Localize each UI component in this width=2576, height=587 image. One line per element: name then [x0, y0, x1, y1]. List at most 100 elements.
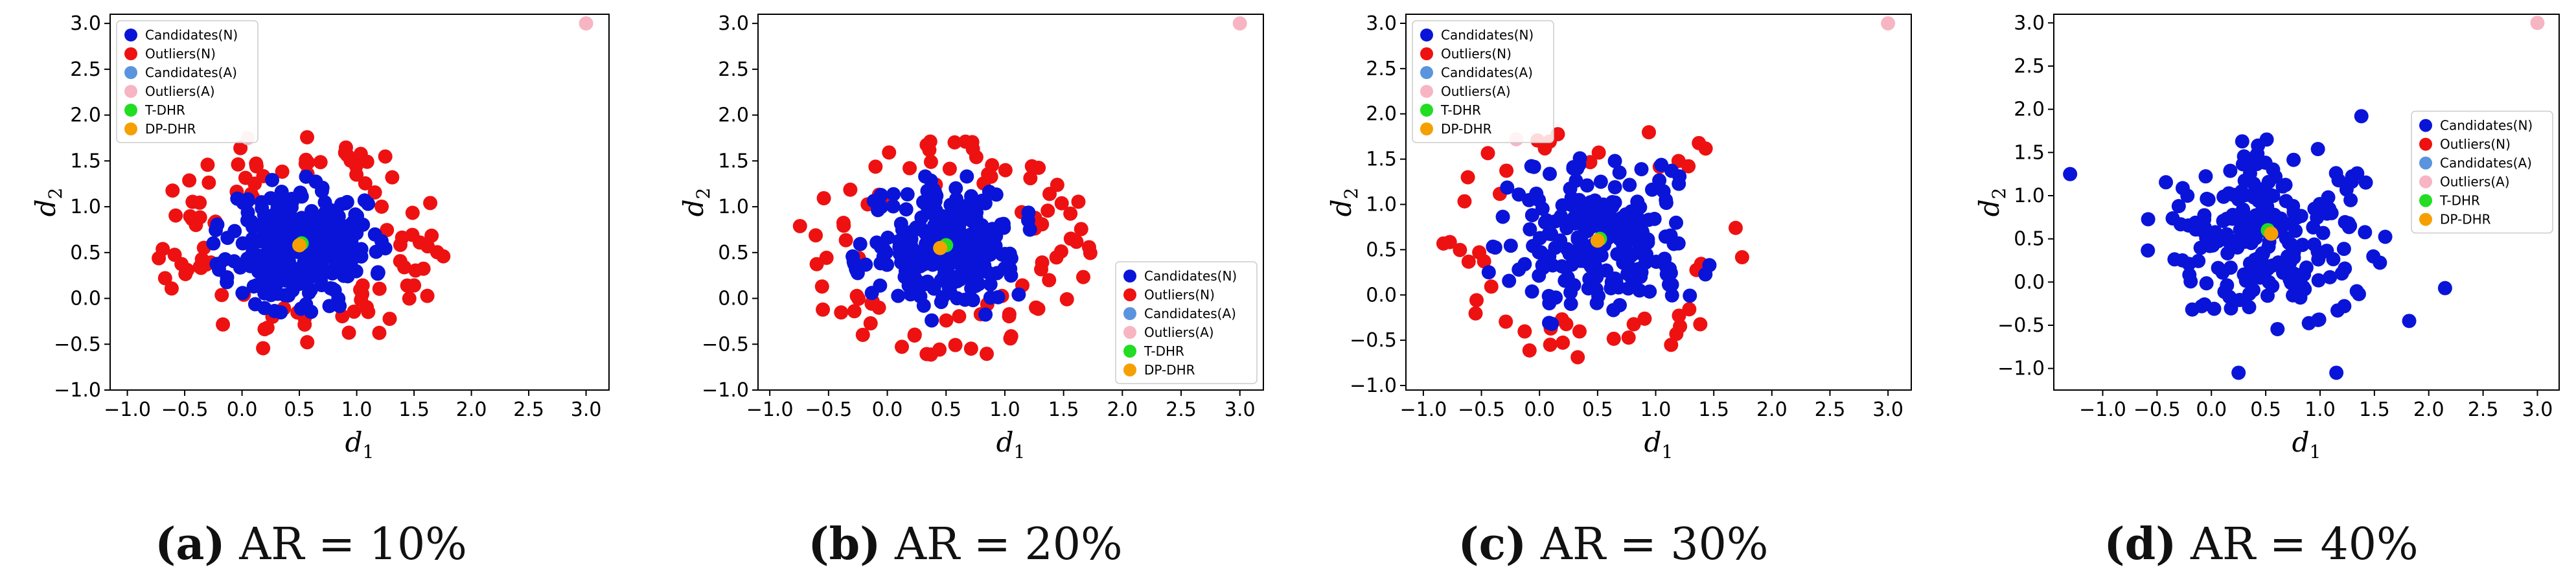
candidate-n-point	[1512, 262, 1526, 277]
candidate-n-point	[1618, 224, 1633, 239]
candidate-n-point	[1569, 244, 1583, 259]
outlier-n-point	[1517, 324, 1532, 339]
outlier-n-point	[1042, 187, 1057, 201]
candidate-n-point	[983, 277, 998, 292]
candidate-n-point	[961, 237, 976, 252]
x-tick-label: 2.0	[1107, 398, 1138, 421]
candidate-n-point	[1524, 284, 1539, 299]
legend-label: Outliers(N)	[145, 46, 216, 62]
candidate-n-point	[2266, 162, 2281, 177]
y-tick-label: 1.0	[2014, 185, 2045, 207]
y-tick-label: −1.0	[54, 379, 101, 402]
candidate-n-point	[2373, 255, 2387, 270]
x-tick-label: −0.5	[1458, 398, 1505, 421]
candidate-n-point	[2235, 210, 2249, 225]
legend-label: DP-DHR	[145, 121, 196, 137]
outlier-n-point	[864, 296, 879, 311]
x-tick-label: 0.5	[2250, 398, 2281, 421]
outlier-n-point	[395, 230, 409, 245]
candidate-n-point	[2242, 166, 2257, 181]
x-tick-label: 1.5	[2359, 398, 2390, 421]
candidate-n-point	[1495, 209, 1510, 224]
legend-marker	[1420, 47, 1433, 60]
x-axis-label: d1	[2292, 426, 2321, 463]
outlier-n-point	[834, 305, 849, 320]
outlier-n-point	[1572, 324, 1587, 339]
candidate-n-point	[2316, 225, 2330, 240]
x-tick-label: −0.5	[2133, 398, 2181, 421]
candidate-n-point	[941, 281, 956, 295]
outlier-n-point	[1035, 255, 1050, 270]
x-axis-label: d1	[1644, 426, 1673, 463]
outlier-n-point	[948, 338, 963, 352]
candidate-n-point	[270, 200, 285, 215]
candidate-n-point	[1554, 209, 1569, 224]
outlier-n-point	[192, 259, 207, 274]
candidate-n-point	[853, 236, 868, 251]
legend-marker	[1420, 66, 1433, 79]
legend-box	[1115, 261, 1258, 384]
legend-marker	[1123, 288, 1136, 301]
candidate-n-point	[1609, 273, 1624, 288]
legend-marker	[2419, 119, 2432, 132]
legend-marker	[2419, 213, 2432, 226]
candidate-n-point	[2159, 175, 2174, 190]
outlier-n-point	[985, 158, 1000, 173]
legend: Candidates(N) Outliers(N) Candidates(A) Out…	[1412, 20, 1554, 143]
legend-label: Candidates(N)	[145, 27, 238, 43]
candidate-n-point	[1020, 213, 1035, 228]
candidate-n-point	[1580, 211, 1594, 226]
candidate-n-point	[900, 187, 915, 201]
legend-label: T-DHR	[1440, 102, 1481, 118]
outlier-n-point	[354, 292, 369, 307]
legend-marker	[124, 104, 137, 117]
outlier-n-point	[182, 173, 197, 188]
candidate-n-point	[982, 185, 996, 200]
candidate-n-point	[969, 269, 984, 284]
candidate-n-point	[1524, 159, 1539, 174]
candidate-n-point	[1664, 288, 1679, 303]
outlier-n-point	[164, 281, 179, 296]
outlier-n-point	[349, 167, 364, 182]
candidate-n-point	[271, 218, 286, 233]
chart-panel-2: −1.0 −0.5 0.0 0.5 1.0 1.5 2.0 2.5 3.0 −1.0 −0.5 0.0…	[1326, 12, 1912, 463]
points-layer	[1436, 16, 1896, 365]
y-tick-label: −1.0	[702, 379, 749, 402]
outlier-n-point	[1556, 335, 1570, 350]
y-tick-label: 1.5	[2014, 141, 2045, 164]
candidate-n-point	[2246, 282, 2260, 297]
outlier-n-point	[402, 291, 417, 306]
candidate-n-point	[2286, 205, 2301, 220]
y-tick-label: 2.0	[70, 104, 101, 127]
candidate-n-point	[1587, 193, 1602, 208]
candidate-n-point	[2378, 229, 2393, 244]
legend-box	[2411, 110, 2553, 234]
x-tick-label: −1.0	[2079, 398, 2126, 421]
candidate-n-point	[2294, 268, 2308, 282]
x-tick-label: −1.0	[1399, 398, 1447, 421]
y-axis-label: d2	[1326, 188, 1362, 217]
y-tick-label: 2.5	[718, 58, 749, 81]
candidate-n-point	[2278, 178, 2293, 192]
candidate-n-point	[371, 265, 385, 280]
x-tick-label: 1.0	[341, 398, 373, 421]
candidate-n-point	[2242, 256, 2257, 271]
outlier-n-point	[932, 342, 947, 357]
candidate-n-point	[1481, 265, 1496, 280]
candidate-n-point	[2217, 284, 2232, 299]
legend-label: DP-DHR	[1144, 362, 1195, 378]
legend-marker	[124, 29, 137, 41]
candidate-n-point	[332, 237, 347, 252]
legend-label: Candidates(A)	[145, 65, 237, 80]
outlier-n-point	[341, 325, 356, 340]
candidate-n-point	[314, 273, 328, 288]
candidate-n-point	[873, 188, 888, 203]
outlier-a-point	[2530, 16, 2545, 30]
legend-marker	[124, 122, 137, 135]
x-tick-label: 3.0	[1225, 398, 1256, 421]
candidate-n-point	[2270, 321, 2285, 336]
candidate-n-point	[260, 217, 275, 232]
candidate-n-point	[1618, 241, 1633, 256]
legend: Candidates(N) Outliers(N) Candidates(A) Out…	[1115, 261, 1258, 384]
candidate-n-point	[1632, 283, 1647, 298]
